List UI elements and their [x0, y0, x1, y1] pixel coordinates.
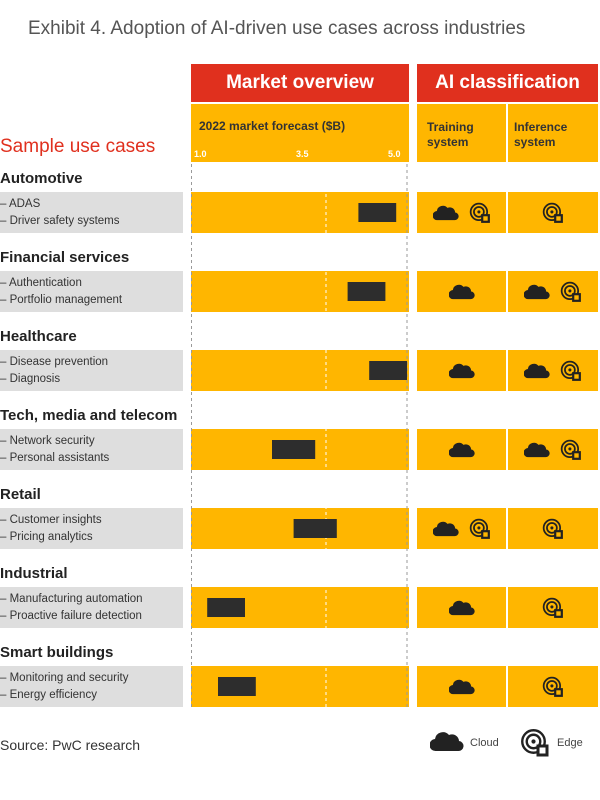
- forecast-bar: [293, 519, 337, 538]
- category-label: Automotive: [0, 170, 83, 187]
- cloud-icon: [448, 441, 475, 458]
- training-cell: [417, 271, 506, 312]
- training-label-line2: system: [427, 135, 469, 149]
- cloud-icon: [524, 441, 550, 458]
- inference-cell: [508, 350, 598, 391]
- training-label-line1: Training: [427, 120, 474, 134]
- category-label: Healthcare: [0, 328, 77, 345]
- legend-edge-icon: [520, 728, 550, 763]
- inference-cell: [508, 587, 598, 628]
- use-case-box: – Monitoring and security – Energy effici…: [0, 666, 183, 707]
- use-case-item: – Energy efficiency: [0, 689, 97, 701]
- use-case-box: – Customer insights – Pricing analytics: [0, 508, 183, 549]
- legend-cloud-label: Cloud: [470, 737, 499, 749]
- inference-label-line1: Inference: [514, 120, 568, 134]
- edge-icon: [469, 202, 491, 224]
- use-case-item: – Monitoring and security: [0, 672, 129, 684]
- training-cell: [417, 587, 506, 628]
- use-case-item: – Proactive failure detection: [0, 610, 142, 622]
- ai-classification-label: AI classification: [435, 72, 580, 93]
- forecast-bar: [272, 440, 316, 459]
- ai-classification-header: AI classification: [417, 64, 598, 102]
- use-case-box: – Manufacturing automation – Proactive fa…: [0, 587, 183, 628]
- forecast-bar: [347, 282, 386, 301]
- category-label: Financial services: [0, 249, 130, 266]
- legend-edge-label: Edge: [557, 737, 583, 749]
- inference-cell: [508, 429, 598, 470]
- market-overview-header: Market overview: [191, 64, 409, 102]
- cloud-icon: [448, 283, 475, 300]
- use-case-box: – Authentication – Portfolio management: [0, 271, 183, 312]
- forecast-subheader: 2022 market forecast ($B) 1.0 3.5 5.0: [191, 104, 409, 162]
- forecast-bar: [358, 203, 397, 222]
- edge-icon: [560, 281, 582, 303]
- edge-icon: [469, 518, 491, 540]
- source-note: Source: PwC research: [0, 737, 141, 753]
- training-subheader: Training system: [417, 104, 506, 162]
- use-case-item: – Diagnosis: [0, 373, 61, 385]
- cloud-icon: [448, 599, 475, 616]
- forecast-label: 2022 market forecast ($B): [199, 119, 346, 133]
- edge-icon: [542, 202, 564, 224]
- legend-cloud-icon: [429, 730, 464, 757]
- inference-cell: [508, 271, 598, 312]
- tick-label-max: 5.0: [388, 149, 401, 159]
- use-case-item: – Pricing analytics: [0, 531, 93, 543]
- inference-cell: [508, 666, 598, 707]
- exhibit-title: Exhibit 4. Adoption of AI-driven use cas…: [28, 18, 526, 39]
- use-case-item: – Network security: [0, 435, 95, 447]
- forecast-chart: [191, 164, 408, 710]
- cloud-icon: [432, 520, 459, 537]
- edge-icon: [542, 597, 564, 619]
- inference-label-line2: system: [514, 135, 556, 149]
- use-case-item: – Manufacturing automation: [0, 593, 143, 605]
- cloud-icon: [524, 283, 550, 300]
- use-case-item: – Portfolio management: [0, 294, 123, 306]
- cloud-icon: [448, 678, 475, 695]
- use-case-item: – Personal assistants: [0, 452, 110, 464]
- training-cell: [417, 666, 506, 707]
- tick-label-min: 1.0: [194, 149, 207, 159]
- use-case-item: – Driver safety systems: [0, 215, 120, 227]
- edge-icon: [560, 360, 582, 382]
- training-cell: [417, 350, 506, 391]
- category-label: Retail: [0, 486, 41, 503]
- category-label: Smart buildings: [0, 644, 114, 661]
- use-case-box: – ADAS – Driver safety systems: [0, 192, 183, 233]
- inference-subheader: Inference system: [508, 104, 598, 162]
- use-case-item: – Disease prevention: [0, 356, 109, 368]
- use-case-box: – Disease prevention – Diagnosis: [0, 350, 183, 391]
- forecast-bar: [369, 361, 407, 380]
- use-case-box: – Network security – Personal assistants: [0, 429, 183, 470]
- edge-icon: [560, 439, 582, 461]
- use-case-item: – ADAS: [0, 198, 41, 210]
- cloud-icon: [524, 362, 550, 379]
- training-cell: [417, 192, 506, 233]
- training-cell: [417, 429, 506, 470]
- inference-cell: [508, 192, 598, 233]
- forecast-bar: [218, 677, 256, 696]
- tick-label-mid: 3.5: [296, 149, 309, 159]
- market-overview-label: Market overview: [226, 72, 374, 93]
- forecast-bar: [207, 598, 245, 617]
- sample-use-cases-label: Sample use cases: [0, 136, 156, 157]
- edge-icon: [542, 518, 564, 540]
- inference-cell: [508, 508, 598, 549]
- category-label: Tech, media and telecom: [0, 407, 178, 424]
- use-case-item: – Authentication: [0, 277, 82, 289]
- cloud-icon: [448, 362, 475, 379]
- edge-icon: [542, 676, 564, 698]
- cloud-icon: [432, 204, 459, 221]
- training-cell: [417, 508, 506, 549]
- category-label: Industrial: [0, 565, 68, 582]
- use-case-item: – Customer insights: [0, 514, 102, 526]
